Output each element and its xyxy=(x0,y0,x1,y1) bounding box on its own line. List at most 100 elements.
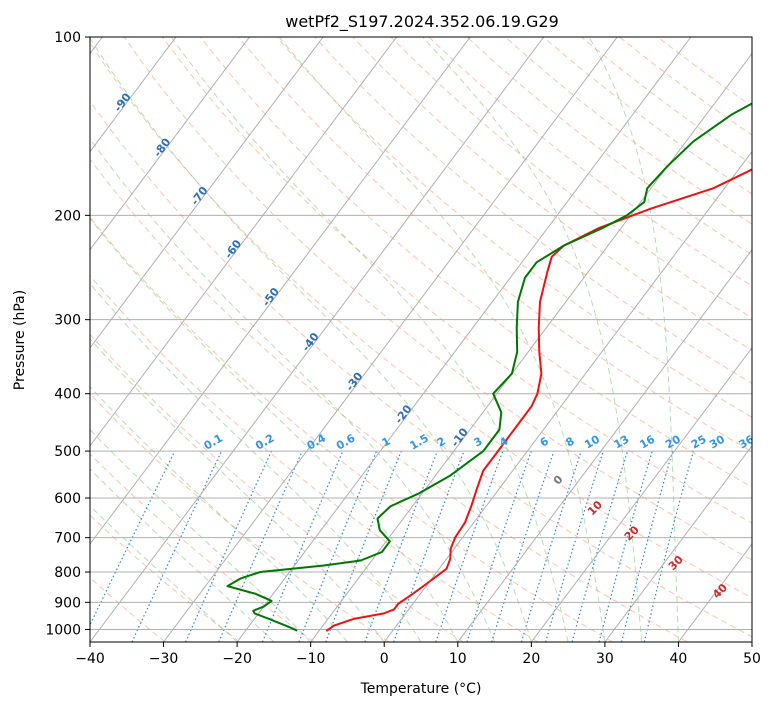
chart-title: wetPf2_S197.2024.352.06.19.G29 xyxy=(285,12,559,32)
background-lines xyxy=(90,37,752,642)
isotherm-label: -60 xyxy=(222,237,245,261)
temperature-line xyxy=(325,168,752,632)
dry-adiabat-line xyxy=(90,393,390,642)
y-tick-label: 300 xyxy=(54,313,81,329)
mixing-ratio-label: 30 xyxy=(707,432,727,451)
dry-adiabat-line xyxy=(90,100,752,638)
mixing-ratio-line xyxy=(520,450,582,642)
isotherm-label: -80 xyxy=(151,136,174,160)
y-tick-label: 1000 xyxy=(45,622,81,638)
x-tick-label: 20 xyxy=(522,651,540,667)
isotherm-line xyxy=(163,37,618,642)
dry-adiabat-line xyxy=(90,333,464,642)
mixing-ratio-line xyxy=(545,450,604,642)
moist-adiabat-line xyxy=(90,338,385,642)
isotherm-label: -20 xyxy=(392,402,415,426)
isotherm-line xyxy=(90,37,177,153)
y-tick-label: 200 xyxy=(54,208,81,224)
mixing-ratio-label: 6 xyxy=(538,434,551,449)
moist-adiabat-line xyxy=(90,217,459,642)
isotherm-line xyxy=(530,346,752,642)
mixing-ratio-label: 0.6 xyxy=(334,431,358,452)
isotherm-line xyxy=(383,150,752,642)
mixing-ratio-line xyxy=(298,450,378,642)
moist-adiabat-line xyxy=(90,138,496,642)
moist-adiabat-line xyxy=(90,386,348,642)
moist-adiabat-line xyxy=(90,468,275,642)
mixing-ratio-label: 2 xyxy=(435,435,448,450)
mixing-ratio-label: 13 xyxy=(612,433,632,452)
mixing-ratio-line xyxy=(325,450,402,642)
dry-adiabat-line xyxy=(161,37,752,524)
moist-adiabat-line xyxy=(90,428,312,642)
isotherm-line xyxy=(604,445,752,642)
isotherm-label: -70 xyxy=(188,184,211,208)
mixing-ratio-line xyxy=(643,450,694,642)
y-tick-label: 600 xyxy=(54,491,81,507)
x-axis: −40 −30 −20 −10 0 10 20 30 40 50 xyxy=(75,642,761,667)
x-tick-label: 40 xyxy=(670,651,688,667)
isotherm-line xyxy=(751,641,752,642)
y-tick-label: 400 xyxy=(54,387,81,403)
isotherm-label: -10 xyxy=(449,425,472,449)
mixing-ratio-label: 10 xyxy=(582,432,602,451)
mixing-ratio-label: 20 xyxy=(663,432,683,451)
mixing-ratio-line xyxy=(218,450,303,642)
isotherm-line xyxy=(90,37,471,545)
mixing-ratio-line xyxy=(90,450,176,627)
mixing-ratio-line xyxy=(364,450,438,642)
mixing-ratio-label: 1.5 xyxy=(408,432,431,453)
dry-adiabat-line xyxy=(314,37,752,385)
x-axis-label: Temperature (°C) xyxy=(360,681,482,697)
moist-adiabat-line xyxy=(422,37,643,642)
mixing-ratio-label: 16 xyxy=(637,432,657,451)
y-tick-label: 100 xyxy=(54,30,81,46)
isotherm-line xyxy=(457,248,752,642)
mixing-ratio-label: 36 xyxy=(737,432,757,451)
x-tick-label: 50 xyxy=(743,651,761,667)
moist-adiabat-line xyxy=(278,37,606,642)
y-tick-label: 500 xyxy=(54,444,81,460)
isotherm-label: -90 xyxy=(111,90,134,114)
mixing-ratio-line xyxy=(598,450,653,642)
dry-adiabat-line xyxy=(542,37,752,195)
dry-adiabat-line xyxy=(200,37,752,488)
wet-bulb-label: 20 xyxy=(622,523,642,543)
isotherm-label: -50 xyxy=(260,285,283,309)
mixing-ratio-line xyxy=(491,450,555,642)
x-tick-label: 0 xyxy=(380,651,389,667)
dry-adiabat-line xyxy=(352,37,752,351)
mixing-ratio-line xyxy=(621,450,674,642)
isotherm-line xyxy=(90,37,398,447)
moist-adiabat-line xyxy=(90,505,238,642)
x-tick-label: −40 xyxy=(75,651,105,667)
y-tick-label: 700 xyxy=(54,531,81,547)
mixing-ratio-label: 0.4 xyxy=(305,431,329,452)
moist-adiabat-line xyxy=(90,282,422,642)
mixing-ratio-label: 25 xyxy=(689,433,709,452)
mixing-ratio-line xyxy=(435,450,504,642)
moist-adiabat-line xyxy=(588,37,679,642)
x-tick-label: 30 xyxy=(596,651,614,667)
x-tick-label: −30 xyxy=(149,651,179,667)
y-tick-label: 900 xyxy=(54,595,81,611)
y-tick-label: 800 xyxy=(54,565,81,581)
mixing-ratio-line xyxy=(185,450,273,642)
mixing-ratio-label: 8 xyxy=(563,435,576,450)
x-tick-label: −20 xyxy=(222,651,252,667)
x-tick-label: 10 xyxy=(449,651,467,667)
isotherm-line xyxy=(90,37,250,251)
mixing-ratio-line xyxy=(261,450,344,642)
wet-bulb-label: 0 xyxy=(551,473,566,488)
isotherm-label: -40 xyxy=(299,330,322,354)
dry-adiabat-line xyxy=(90,576,166,642)
isotherm-label: -30 xyxy=(343,370,366,394)
x-tick-label: −10 xyxy=(296,651,326,667)
dry-adiabat-line xyxy=(90,216,613,642)
mixing-ratio-label: 3 xyxy=(472,435,485,450)
isotherm-line xyxy=(90,37,324,349)
isotherm-line xyxy=(678,543,752,642)
mixing-ratio-line xyxy=(393,450,465,642)
mixing-ratio-label: 0.1 xyxy=(202,432,225,453)
isotherm-line xyxy=(310,52,752,642)
